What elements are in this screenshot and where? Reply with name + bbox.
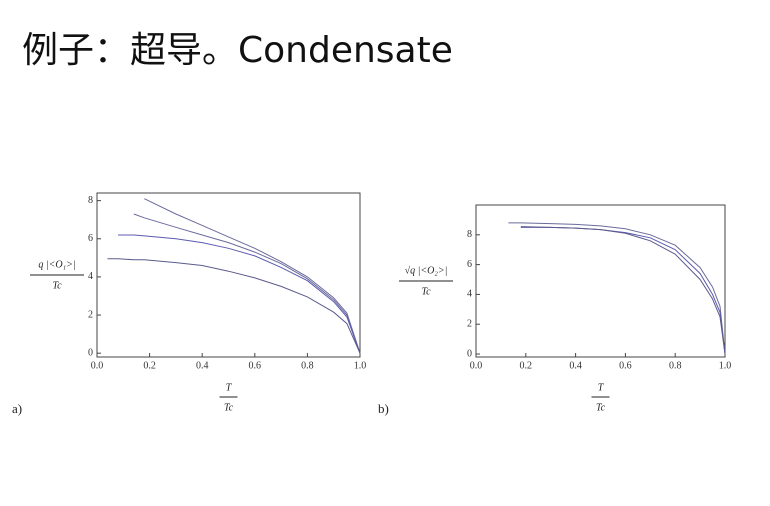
series-line (118, 234, 361, 354)
y-tick-label: 2 (467, 319, 472, 330)
slide-title: 例子：超导。Condensate (22, 30, 453, 71)
series-line (107, 258, 361, 354)
y-axis-label-denominator: Tc (52, 280, 62, 291)
y-tick-label: 6 (467, 259, 472, 270)
y-tick-label: 8 (88, 195, 93, 206)
y-tick-label: 0 (467, 348, 472, 359)
x-axis-label-denominator: Tc (224, 402, 234, 413)
x-tick-label: 1.0 (354, 360, 367, 371)
x-tick-label: 0.8 (301, 360, 314, 371)
x-tick-label: 0.2 (520, 360, 533, 371)
x-tick-label: 0.6 (249, 360, 262, 371)
x-tick-label: 0.4 (196, 360, 209, 371)
series-line (520, 226, 726, 355)
x-tick-label: 0.2 (143, 360, 156, 371)
y-axis-label-denominator: Tc (421, 286, 431, 297)
x-tick-label: 0.4 (569, 360, 582, 371)
x-tick-label: 1.0 (719, 360, 732, 371)
series-line (144, 198, 361, 354)
panel-label: a) (12, 401, 22, 416)
x-axis-label: T (226, 382, 233, 393)
plot-frame (475, 204, 726, 358)
y-tick-label: 4 (467, 289, 472, 300)
x-axis-label: T (598, 382, 605, 393)
series-line (133, 213, 361, 354)
series-line (520, 226, 726, 355)
y-tick-label: 2 (88, 309, 93, 320)
series-line (508, 222, 726, 355)
plot-frame (96, 192, 361, 358)
y-tick-label: 6 (88, 233, 93, 244)
y-tick-label: 0 (88, 347, 93, 358)
x-tick-label: 0.6 (619, 360, 632, 371)
y-tick-label: 4 (88, 271, 93, 282)
y-tick-label: 8 (467, 229, 472, 240)
y-axis-label: q |<O₁>| (38, 259, 75, 270)
x-tick-label: 0.0 (91, 360, 104, 371)
x-tick-label: 0.8 (669, 360, 682, 371)
y-axis-label: √q |<O₂>| (405, 265, 448, 276)
x-tick-label: 0.0 (470, 360, 483, 371)
panel-label: b) (378, 401, 389, 416)
x-axis-label-denominator: Tc (596, 402, 606, 413)
